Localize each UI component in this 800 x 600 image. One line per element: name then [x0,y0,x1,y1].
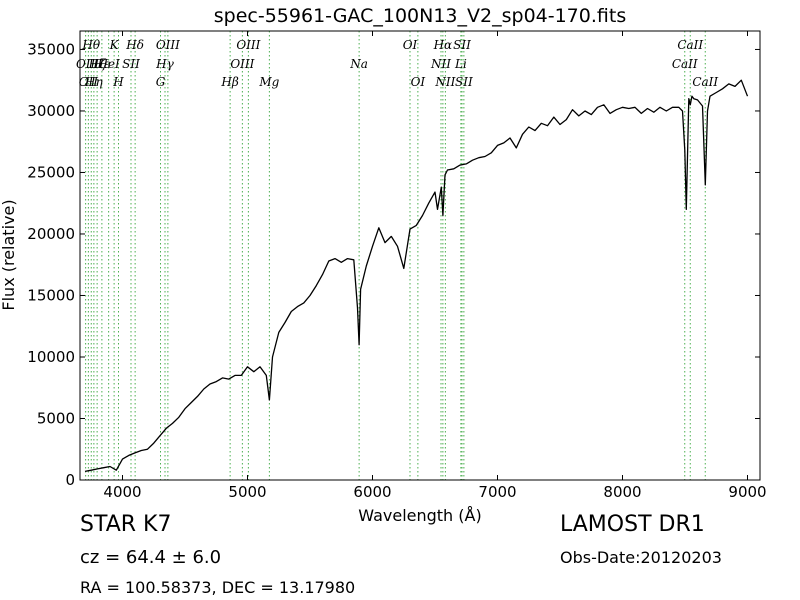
y-tick-label: 25000 [27,163,75,181]
line-marker-label: NII [434,75,455,89]
spectrum-series [84,79,749,473]
line-marker-label: Hθ [81,38,100,52]
spectrum-line [84,79,749,473]
axis-ticks: 4000 5000 6000 7000 8000 9000 0 5000 10000 15000 2… [27,31,767,501]
plot-frame [79,30,761,481]
line-marker-label: SII [122,57,140,71]
line-marker-label: Hγ [155,57,174,71]
x-tick-label: 6000 [353,483,391,501]
x-tick-label: 9000 [728,483,766,501]
y-tick-label: 0 [65,471,75,489]
object-class: STAR K7 [80,512,172,537]
line-marker-label: OI [403,38,418,52]
line-marker-label: H [112,75,124,89]
x-tick-label: 8000 [603,483,641,501]
x-tick-label: 5000 [228,483,266,501]
line-marker-label: Na [349,57,368,71]
line-marker-label: OII [79,75,99,89]
coordinates: RA = 100.58373, DEC = 13.17980 [80,578,356,597]
line-marker-label: CaII [672,57,698,71]
line-marker-label: Hβ [220,75,238,89]
line-marker-label: SII [455,75,473,89]
y-tick-label: 35000 [27,40,75,58]
line-marker-label: CaII [677,38,703,52]
x-tick-label: 7000 [478,483,516,501]
line-marker-label: K [109,38,120,52]
y-axis-label: Flux (relative) [0,199,18,310]
line-marker-label: Hζ [88,57,107,71]
y-tick-label: 5000 [37,409,75,427]
x-tick-label: 4000 [103,483,141,501]
chart-title: spec-55961-GAC_100N13_V2_sp04-170.fits [214,5,626,27]
y-tick-label: 15000 [27,286,75,304]
redshift-value: cz = 64.4 ± 6.0 [80,547,222,568]
line-marker-label: OII [76,57,96,71]
observation-date: Obs-Date:20120203 [560,548,722,567]
line-marker-label: Mg [258,75,279,89]
line-marker-label: Hη [84,75,103,89]
x-axis-label: Wavelength (Å) [358,506,481,525]
line-marker-label: Hα [433,38,453,52]
line-markers [85,31,706,480]
survey-name: LAMOST DR1 [560,512,705,537]
line-marker-label: NII [430,57,451,71]
line-marker-label: OIII [236,38,260,52]
line-marker-label: Li [454,57,467,71]
line-marker-label: HeI [96,57,120,71]
y-tick-label: 10000 [27,348,75,366]
y-tick-label: 20000 [27,225,75,243]
line-marker-label: Hε [92,57,110,71]
line-marker-label: G [156,75,166,89]
line-marker-label: OIII [230,57,254,71]
line-marker-label: Hδ [125,38,144,52]
line-marker-label: OI [411,75,426,89]
y-tick-label: 30000 [27,102,75,120]
line-marker-label: OIII [156,38,180,52]
line-marker-label: SII [453,38,471,52]
line-marker-label: CaII [692,75,718,89]
